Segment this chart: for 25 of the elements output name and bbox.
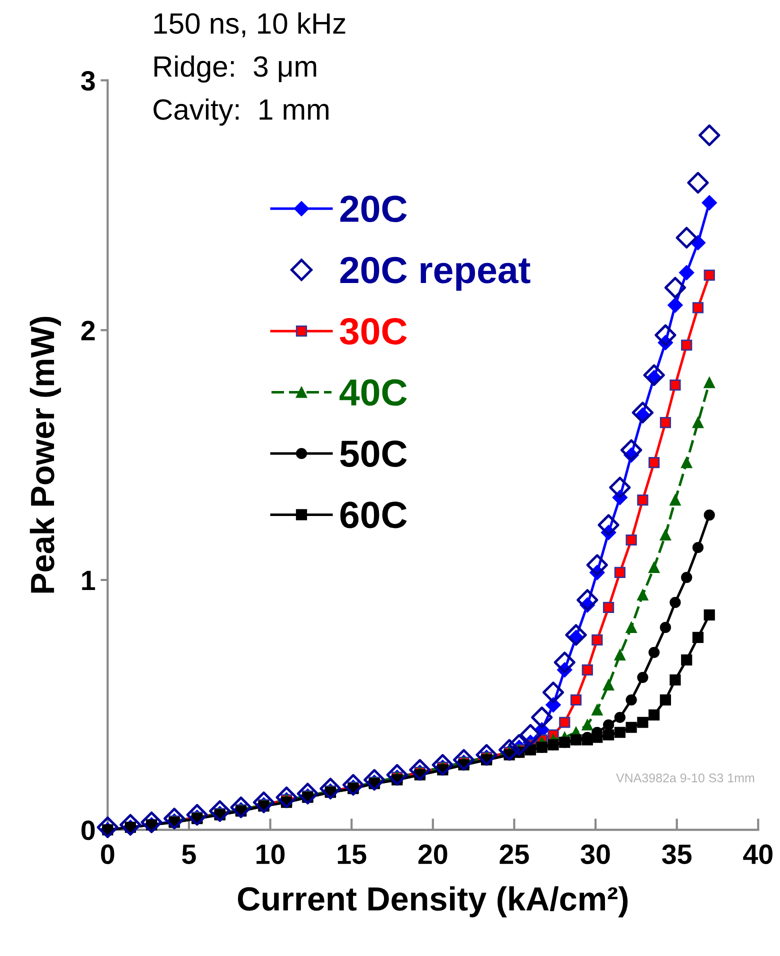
legend-label: 40C xyxy=(340,379,407,406)
text: 150 ns, 10 kHz xyxy=(154,12,346,38)
x-tick-label: 10 xyxy=(256,844,285,864)
legend-label: 20C xyxy=(340,196,407,222)
annotation: Ridge: 3 μm xyxy=(154,55,316,83)
x-tick-label: 25 xyxy=(500,844,529,864)
y-tick-label: 2 xyxy=(81,320,95,340)
annotation: VNA3982a 9-10 S3 1mm xyxy=(616,774,754,782)
annotation: Cavity: 1 mm xyxy=(154,98,328,126)
y-tick-label: 1 xyxy=(82,570,96,590)
y-tick-label: 3 xyxy=(81,70,95,91)
legend-label: 30C xyxy=(340,318,407,345)
x-tick-label: 20 xyxy=(418,844,448,864)
x-tick-label: 35 xyxy=(662,844,692,864)
x-axis-title: Current Density (kA/cm²) xyxy=(238,886,628,918)
x-tick-label: 0 xyxy=(101,844,114,864)
x-tick-label: 30 xyxy=(580,844,610,864)
x-tick-label: 40 xyxy=(743,844,772,864)
y-tick-label: 0 xyxy=(81,820,95,840)
x-tick-label: 15 xyxy=(338,844,366,864)
y-axis-title: Peak Power (mW) xyxy=(30,316,61,593)
legend-label: 20C repeat xyxy=(340,256,530,291)
legend-label: 60C xyxy=(340,502,407,528)
x-tick-label: 5 xyxy=(182,844,196,864)
legend-label: 50C xyxy=(340,440,407,467)
